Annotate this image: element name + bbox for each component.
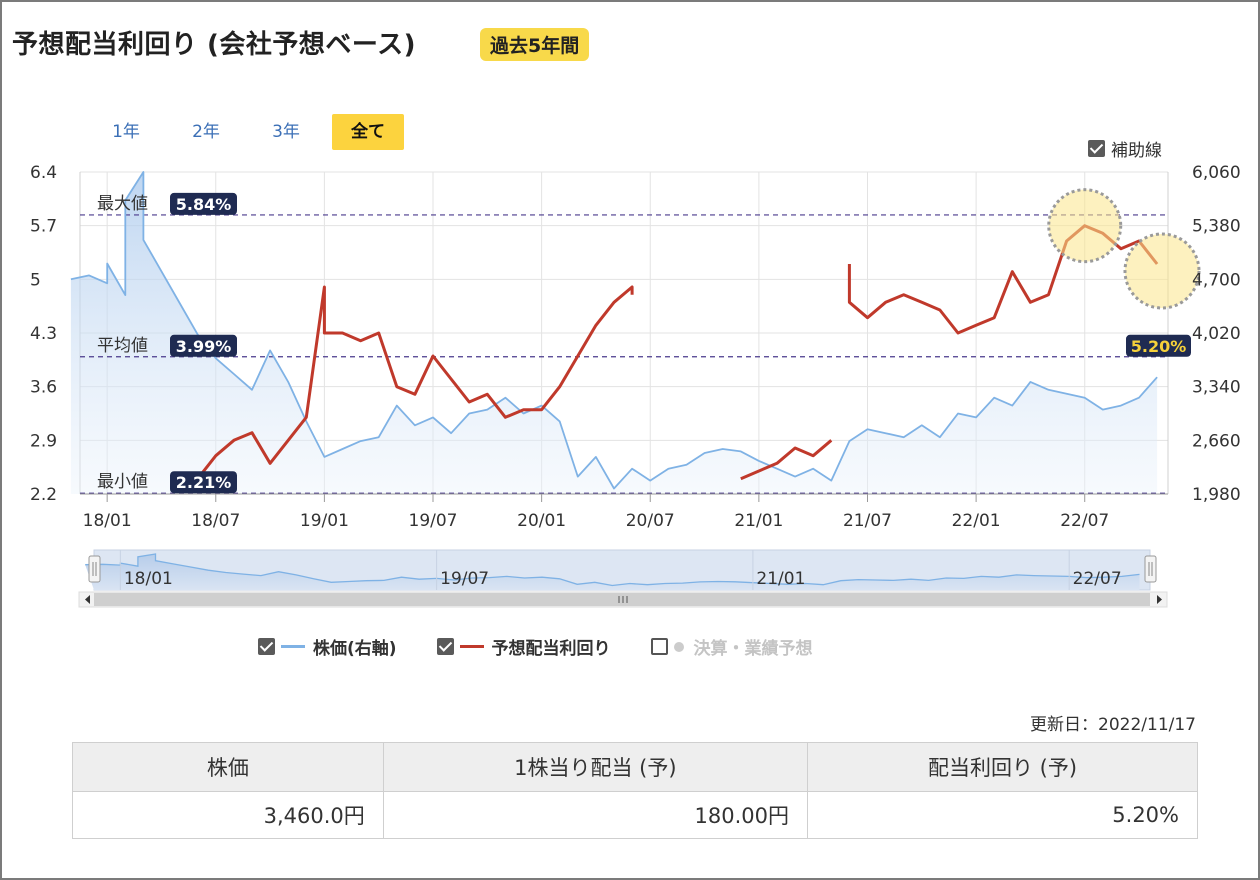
legend-label: 株価(右軸) <box>313 639 397 659</box>
reference-badge: 2.21% <box>176 473 232 492</box>
reference-line-label: 最大値 <box>97 194 148 214</box>
range-button-2y[interactable]: 2年 <box>192 122 220 142</box>
x-tick-label: 22/07 <box>1060 511 1109 531</box>
x-tick-label: 18/01 <box>83 511 132 531</box>
x-tick-label: 21/07 <box>843 511 892 531</box>
y-tick-label-right: 4,020 <box>1192 324 1241 344</box>
range-button-1y[interactable]: 1年 <box>112 122 140 142</box>
x-tick-label: 19/01 <box>300 511 349 531</box>
navigator-tick-label: 22/07 <box>1073 569 1122 589</box>
highlight-circle <box>1047 188 1123 264</box>
range-navigator[interactable]: 18/01 19/07 21/01 22/07 <box>78 549 1168 608</box>
current-value-badge-bg <box>1126 334 1191 357</box>
checkbox-checked-icon[interactable] <box>436 638 454 655</box>
legend-item-earnings[interactable]: 決算・業績予想 <box>650 634 813 659</box>
axes: 6.4 5.7 5 4.3 3.6 2.9 2.2 6,060 5,380 4,700 4,020 3… <box>30 163 1241 531</box>
aux-lines-label: 補助線 <box>1111 141 1162 161</box>
y-tick-label-right: 6,060 <box>1192 163 1241 183</box>
legend-line-icon <box>459 645 484 648</box>
period-badge: 過去5年間 <box>480 28 590 61</box>
reference-badge: 3.99% <box>176 337 232 356</box>
x-tick-label: 20/07 <box>626 511 675 531</box>
navigator-area <box>85 554 1140 590</box>
aux-lines-toggle[interactable]: 補助線 <box>1088 136 1162 161</box>
y-tick-label-left: 5.7 <box>30 217 57 237</box>
range-button-3y[interactable]: 3年 <box>272 122 300 142</box>
price-area-fill <box>70 172 1158 494</box>
navigator-handle-left[interactable] <box>88 555 101 583</box>
navigator-handle-right[interactable] <box>1144 555 1157 583</box>
scroll-right-icon <box>1157 595 1162 604</box>
table-header: 配当利回り (予) <box>806 742 1199 792</box>
value-badges: 最大値 5.84% 平均値 3.99% 最小値 2.21% 5.20% <box>97 192 1191 494</box>
legend-label: 決算・業績予想 <box>693 639 813 659</box>
y-tick-label-right: 4,700 <box>1192 270 1241 290</box>
x-tick-label: 18/07 <box>191 511 240 531</box>
price-area <box>70 172 1158 494</box>
x-tick-label: 22/01 <box>952 511 1001 531</box>
checkbox-checked-icon[interactable] <box>258 638 275 655</box>
reference-badge: 5.84% <box>176 195 232 214</box>
navigator-line <box>85 553 1140 587</box>
y-tick-label-right: 5,380 <box>1192 217 1241 237</box>
x-tick-label: 19/07 <box>409 511 458 531</box>
scroll-left-icon <box>85 595 90 604</box>
highlight-circle <box>1123 232 1201 310</box>
updated-date: 更新日：2022/11/17 <box>1030 715 1196 735</box>
reference-badge-bg <box>170 192 237 215</box>
x-tick-label: 21/01 <box>734 511 783 531</box>
checkbox-checked-icon[interactable] <box>1088 140 1105 157</box>
legend-line-icon <box>281 645 305 648</box>
legend-label: 予想配当利回り <box>491 639 611 659</box>
yield-cell: 5.20% <box>806 791 1199 839</box>
legend: 株価(右軸) 予想配当利回り 決算・業績予想 <box>258 634 853 659</box>
y-tick-label-right: 3,340 <box>1192 378 1241 398</box>
page-title: 予想配当利回り (会社予想ベース) <box>12 30 417 60</box>
y-tick-label-left: 2.2 <box>30 485 57 505</box>
dividend-yield-chart[interactable]: 6.4 5.7 5 4.3 3.6 2.9 2.2 6,060 5,380 4,700 4,020 3… <box>2 2 1260 622</box>
y-tick-label-right: 2,660 <box>1192 431 1241 451</box>
y-tick-label-right: 1,980 <box>1192 485 1241 505</box>
range-button-all[interactable]: 全て <box>332 114 404 150</box>
navigator-scrollbar-thumb[interactable] <box>94 593 1150 606</box>
y-tick-label-left: 5 <box>30 270 41 290</box>
table-header: 1株当り配当 (予) <box>382 742 808 792</box>
y-tick-label-left: 4.3 <box>30 324 57 344</box>
checkbox-unchecked-icon[interactable] <box>650 638 668 655</box>
highlight-circles <box>1047 188 1201 310</box>
y-tick-label-left: 2.9 <box>30 431 57 451</box>
navigator-tick-label: 21/01 <box>756 569 805 589</box>
reference-line-label: 最小値 <box>97 472 148 492</box>
y-tick-label-left: 3.6 <box>30 378 57 398</box>
reference-badge-bg <box>170 471 237 494</box>
table-header-row: 株価 1株当り配当 (予) 配当利回り (予) <box>72 742 1199 792</box>
legend-item-price[interactable]: 株価(右軸) <box>258 634 397 659</box>
current-value-badge: 5.20% <box>1131 337 1187 356</box>
reference-line-label: 平均値 <box>97 336 148 356</box>
stock-price-cell: 3,460.0円 <box>72 791 384 839</box>
legend-dot-icon <box>673 641 684 652</box>
dividend-cell: 180.00円 <box>382 791 808 839</box>
legend-item-yield[interactable]: 予想配当利回り <box>436 634 611 659</box>
table-header: 株価 <box>72 742 384 792</box>
reference-badge-bg <box>170 334 237 357</box>
navigator-tick-label: 19/07 <box>440 569 489 589</box>
summary-table: 株価 1株当り配当 (予) 配当利回り (予) 3,460.0円 180.00円… <box>72 742 1199 839</box>
navigator-tick-label: 18/01 <box>124 569 173 589</box>
table-row: 3,460.0円 180.00円 5.20% <box>72 791 1199 839</box>
reference-lines <box>80 214 1168 494</box>
x-tick-label: 20/01 <box>517 511 566 531</box>
series-layer <box>70 171 1159 490</box>
y-tick-label-left: 6.4 <box>30 163 57 183</box>
